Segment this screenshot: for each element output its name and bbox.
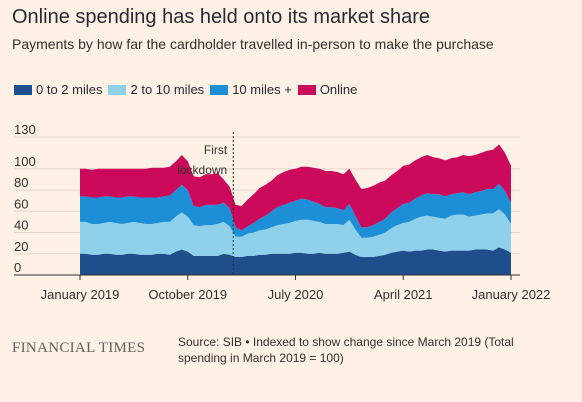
legend-item-2-to-10-miles: 2 to 10 miles [108, 82, 204, 97]
legend-swatch [210, 84, 229, 95]
area-series-10-miles [80, 183, 511, 238]
y-tick-label: 60 [14, 196, 28, 211]
y-tick-label: 80 [14, 175, 28, 190]
x-tick-label: January 2022 [472, 287, 551, 302]
area-series-2-to-10-miles [80, 209, 511, 257]
chart-subtitle: Payments by how far the cardholder trave… [12, 36, 494, 52]
x-tick-label: January 2019 [41, 287, 120, 302]
x-tick-label: April 2021 [374, 287, 433, 302]
legend-label: 10 miles + [232, 82, 292, 97]
area-series-online [80, 144, 511, 231]
chart-legend: 0 to 2 miles 2 to 10 miles 10 miles + On… [14, 82, 363, 97]
source-line-2: spending in March 2019 = 100) [178, 351, 344, 365]
area-series-0-to-2-miles [80, 247, 511, 275]
source-note: Source: SIB • Indexed to show change sin… [178, 334, 558, 366]
y-tick-label: 20 [14, 239, 28, 254]
legend-swatch [14, 84, 32, 95]
legend-swatch [108, 84, 127, 95]
ft-logo: FINANCIAL TIMES [12, 340, 146, 356]
legend-item-0-to-2-miles: 0 to 2 miles [14, 82, 102, 97]
y-tick-label: 130 [14, 122, 36, 137]
y-tick-label: 0 [14, 260, 21, 275]
y-tick-label: 40 [14, 218, 28, 233]
lockdown-label-line2: lockdown [177, 163, 227, 177]
y-tick-label: 100 [14, 154, 36, 169]
lockdown-label-line1: First [204, 143, 228, 157]
legend-label: Online [319, 82, 358, 97]
source-line-1: Source: SIB • Indexed to show change sin… [178, 335, 514, 349]
legend-swatch [297, 84, 316, 95]
chart-plot: 0 20 40 60 80 100 130 January 2019 October 2019 J… [14, 122, 551, 302]
legend-item-online: Online [297, 82, 358, 97]
x-tick-label: July 2020 [268, 287, 324, 302]
legend-label: 0 to 2 miles [36, 82, 103, 97]
legend-item-10-miles-plus: 10 miles + [210, 82, 292, 97]
chart-title: Online spending has held onto its market… [12, 6, 431, 28]
x-tick-label: October 2019 [148, 287, 227, 302]
legend-label: 2 to 10 miles [130, 82, 205, 97]
